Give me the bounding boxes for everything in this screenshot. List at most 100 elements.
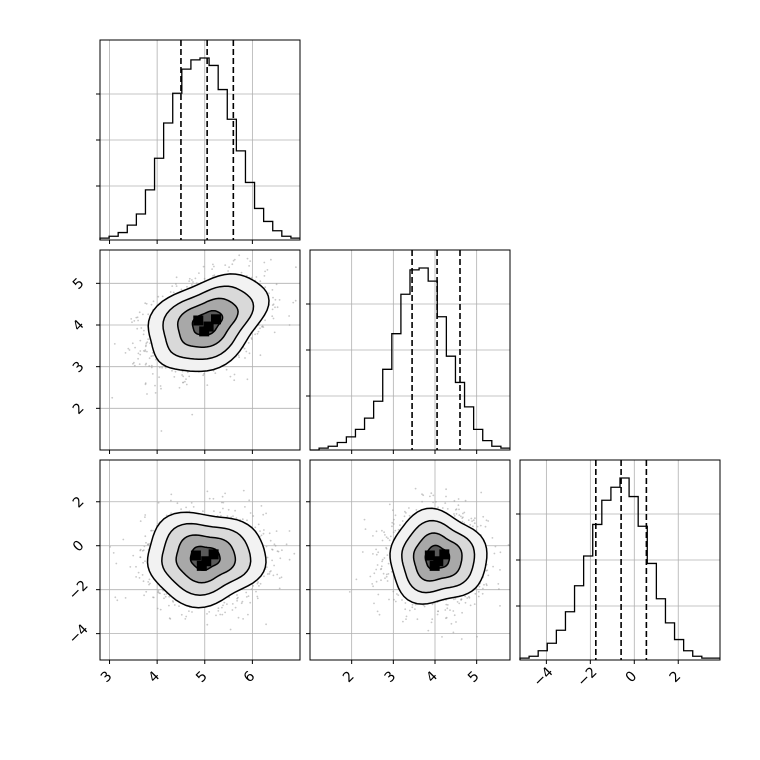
scatter-point	[163, 593, 166, 596]
scatter-point	[256, 332, 259, 335]
scatter-point	[144, 516, 146, 518]
scatter-point	[462, 516, 464, 519]
scatter-point	[455, 513, 458, 515]
scatter-point	[231, 263, 234, 266]
scatter-point	[460, 638, 463, 640]
scatter-point	[232, 515, 234, 517]
x-tick-label: 5	[193, 668, 211, 686]
scatter-point	[226, 603, 228, 605]
scatter-point	[158, 592, 161, 594]
scatter-point	[403, 515, 406, 518]
scatter-point	[393, 598, 395, 601]
scatter-point	[224, 264, 227, 266]
density-peak	[424, 550, 435, 561]
scatter-point	[444, 609, 447, 611]
x-tick-label: 0	[623, 668, 641, 686]
scatter-point	[250, 337, 253, 339]
scatter-point	[168, 617, 171, 620]
scatter-point	[255, 590, 257, 593]
scatter-point	[212, 263, 214, 266]
scatter-point	[259, 327, 261, 330]
scatter-point	[213, 265, 215, 268]
x-tick-label: −4	[531, 664, 557, 690]
scatter-point	[446, 604, 449, 606]
scatter-point	[172, 291, 175, 294]
scatter-point	[208, 497, 211, 500]
scatter-point	[285, 543, 288, 546]
scatter-point	[159, 385, 162, 387]
scatter-point	[437, 506, 439, 509]
scatter-point	[138, 577, 141, 579]
scatter-point	[213, 510, 215, 512]
contour-line	[161, 522, 252, 596]
scatter-point	[227, 270, 230, 272]
scatter-point	[408, 609, 411, 612]
scatter-point	[498, 588, 500, 590]
scatter-point	[247, 342, 250, 344]
scatter-point	[231, 609, 234, 611]
scatter-point	[133, 364, 136, 367]
scatter-point	[295, 266, 297, 269]
scatter-point	[163, 597, 165, 600]
scatter-point	[499, 551, 502, 554]
scatter-point	[386, 554, 389, 556]
scatter-point	[414, 608, 416, 610]
scatter-point	[432, 501, 434, 504]
scatter-point	[174, 370, 177, 373]
scatter-point	[219, 511, 222, 514]
scatter-point	[221, 606, 223, 609]
scatter-point	[461, 611, 463, 614]
scatter-point	[116, 599, 119, 602]
scatter-point	[462, 512, 464, 515]
scatter-point	[474, 592, 477, 595]
scatter-point	[206, 384, 209, 386]
scatter-point	[228, 266, 231, 269]
scatter-point	[301, 285, 303, 287]
scatter-point	[113, 343, 116, 345]
scatter-point	[206, 613, 208, 615]
scatter-point	[377, 551, 380, 554]
scatter-point	[270, 570, 272, 572]
histogram-steps	[519, 477, 720, 660]
scatter-point	[203, 372, 205, 375]
scatter-point	[274, 544, 277, 547]
scatter-point	[186, 285, 188, 288]
scatter-point	[288, 530, 291, 532]
scatter-point	[481, 592, 484, 595]
scatter-point	[144, 560, 146, 563]
scatter-point	[279, 557, 282, 560]
scatter-point	[220, 501, 223, 504]
scatter-point	[271, 308, 274, 311]
scatter-point	[161, 295, 164, 298]
scatter-point	[122, 538, 125, 541]
scatter-point	[248, 499, 251, 502]
scatter-point	[206, 623, 209, 626]
scatter-point	[385, 536, 388, 538]
scatter-point	[497, 583, 500, 585]
scatter-point	[142, 350, 145, 352]
scatter-point	[182, 375, 185, 378]
scatter-point	[176, 502, 179, 505]
scatter-point	[258, 585, 260, 587]
scatter-point	[173, 604, 176, 606]
scatter-point	[223, 601, 226, 604]
scatter-point	[150, 529, 153, 532]
scatter-point	[202, 374, 205, 377]
scatter-point	[385, 573, 388, 576]
scatter-point	[144, 302, 147, 305]
scatter-point	[478, 585, 481, 588]
scatter-point	[386, 580, 389, 582]
scatter-point	[269, 539, 272, 542]
x-tick-label: −2	[575, 664, 601, 690]
scatter-point	[175, 285, 178, 287]
density-peak	[193, 315, 204, 326]
scatter-point	[275, 283, 278, 286]
scatter-point	[404, 602, 407, 604]
scatter-point	[499, 569, 501, 571]
scatter-point	[429, 495, 431, 498]
scatter-point	[272, 574, 275, 577]
scatter-point	[387, 537, 389, 540]
scatter-point	[466, 597, 469, 599]
scatter-point	[171, 285, 174, 287]
scatter-point	[436, 613, 439, 616]
